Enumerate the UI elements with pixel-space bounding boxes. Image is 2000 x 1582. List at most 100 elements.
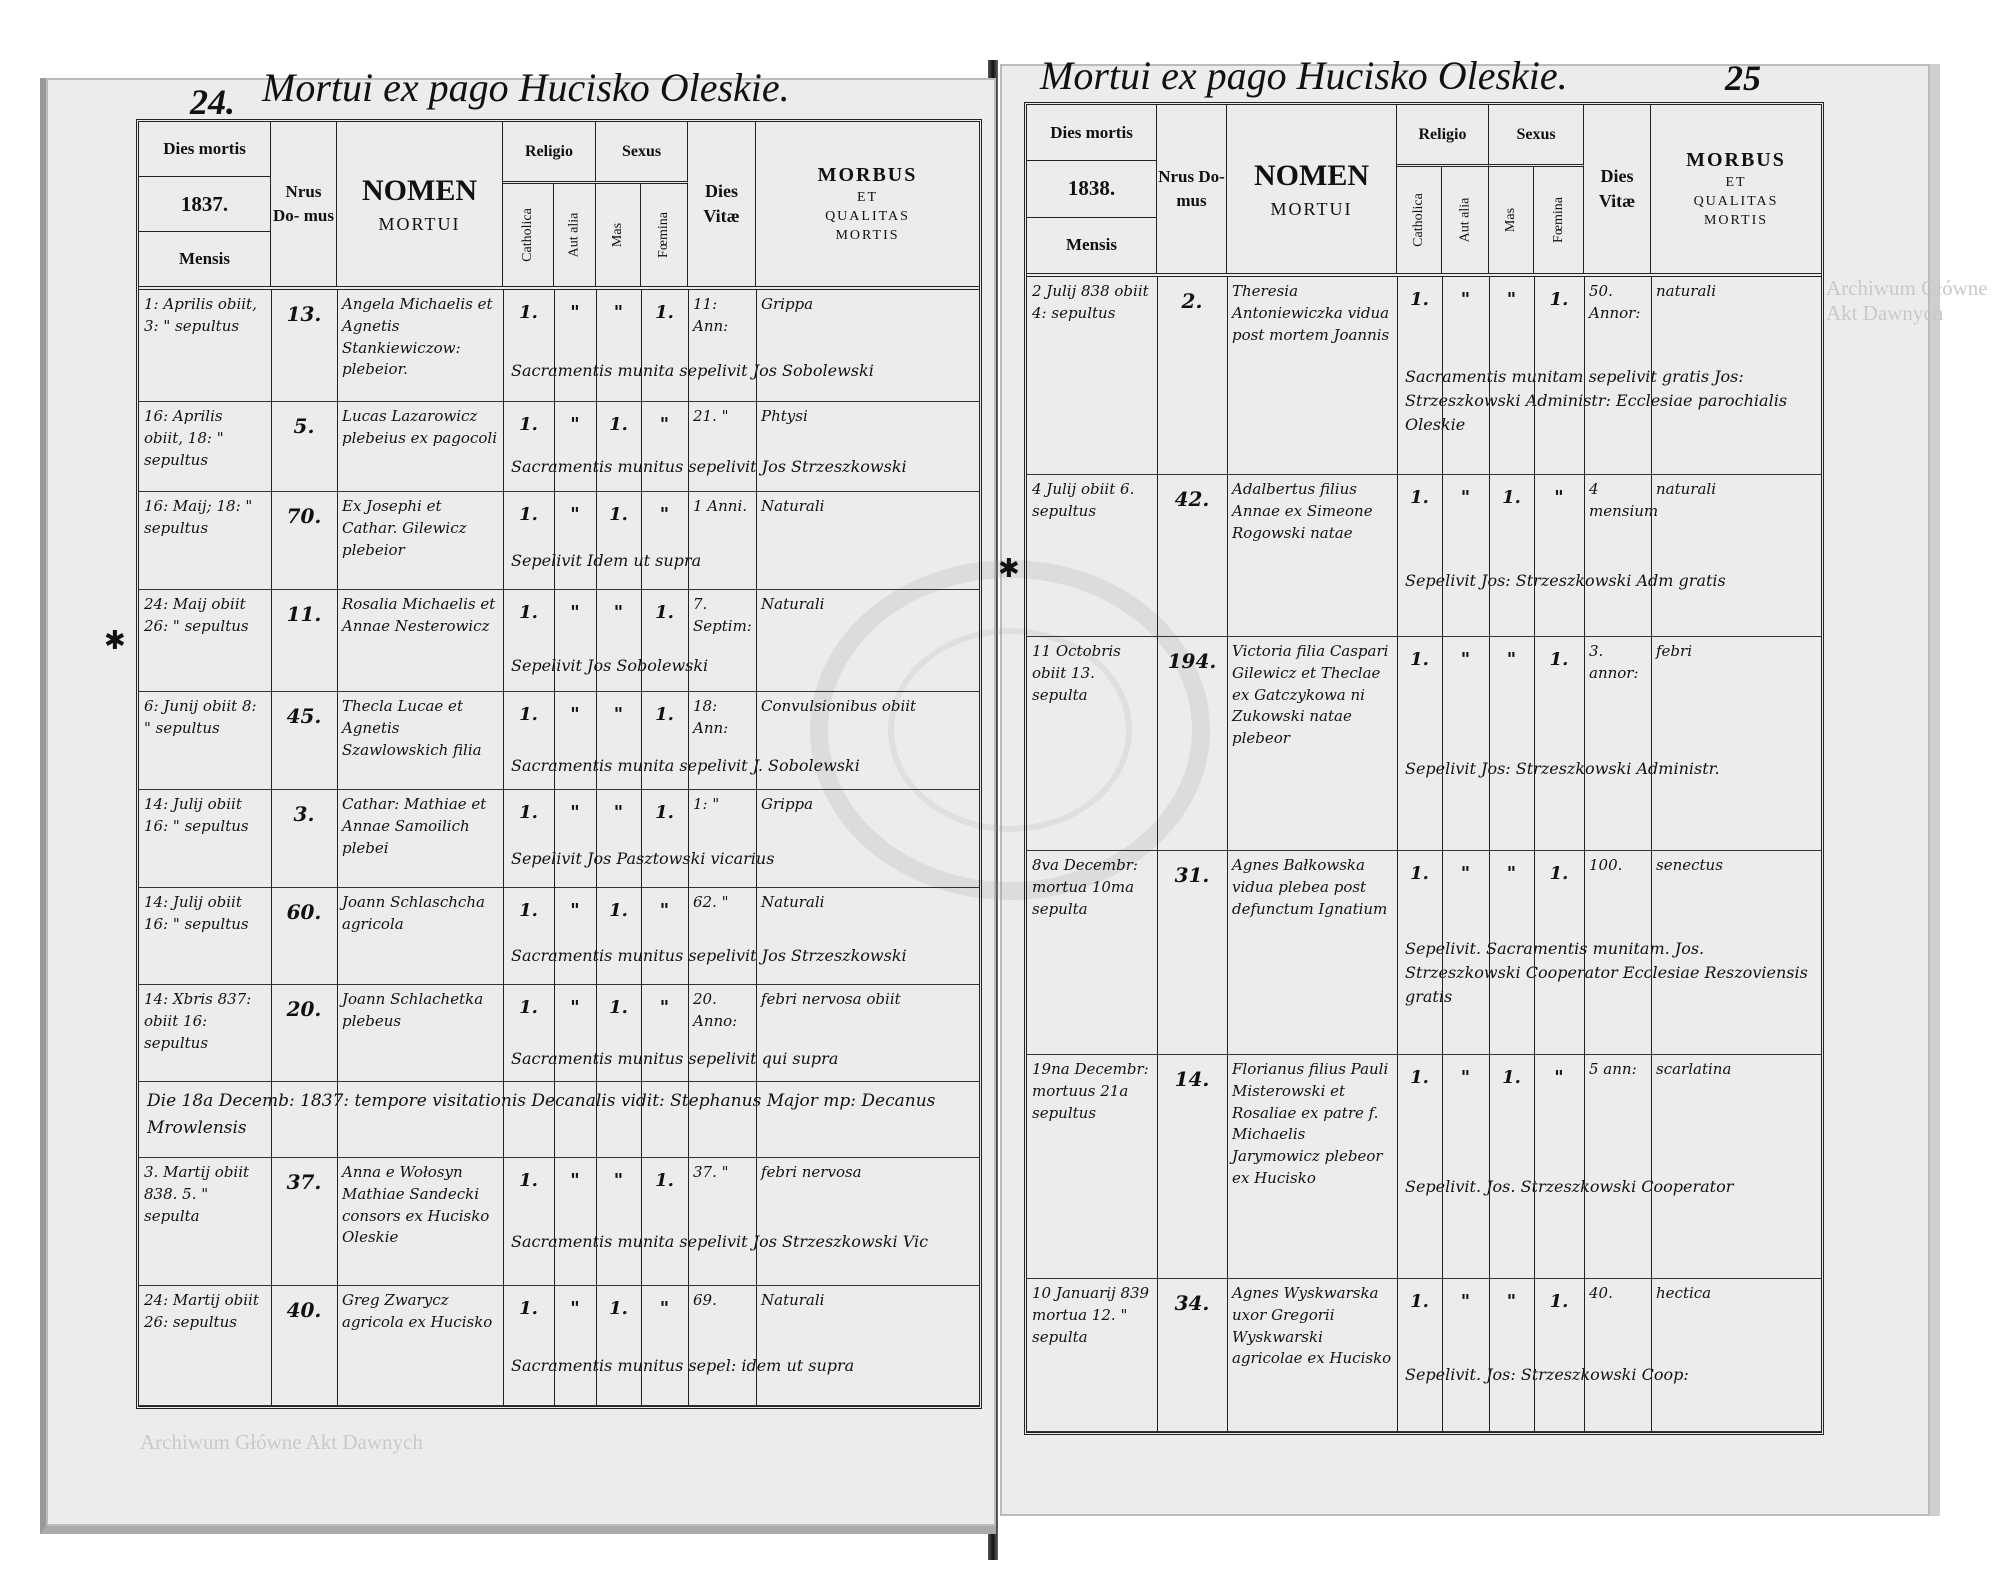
catholica-cell: 1. <box>519 900 538 921</box>
header-foemina: Fœmina <box>641 184 688 286</box>
header-dies-mortis: Dies mortis 1837. Mensis <box>139 122 271 286</box>
register-entry-row: 14: Xbris 837: obiit 16: sepultus 20. Joan… <box>139 985 979 1082</box>
header-dies-mortis: Dies mortis 1838. Mensis <box>1027 105 1157 273</box>
foemina-cell: " <box>659 900 670 921</box>
margin-asterisk: ✱ <box>998 554 1020 584</box>
house-number-cell: 40. <box>286 1298 322 1322</box>
house-number-cell: 2. <box>1181 289 1203 313</box>
watermark-top-right: Archiwum Główne Akt Dawnych <box>1826 276 1988 326</box>
name-cell: Rosalia Michaelis et Annae Nesterowicz <box>342 595 496 635</box>
register-entry-row: 24: Maij obiit 26: " sepultus 11. Rosalia … <box>139 590 979 692</box>
aut-alia-cell: " <box>570 504 580 525</box>
death-date-cell: 11 Octobris obiit 13. sepulta <box>1032 642 1121 704</box>
dies-vitae-cell: 50. Annor: <box>1589 282 1641 322</box>
dies-vitae-cell: 21. " <box>693 407 729 425</box>
death-date-cell: 3. Martij obiit 838. 5. " sepulta <box>144 1163 250 1225</box>
dies-vitae-cell: 20. Anno: <box>693 990 738 1030</box>
header-religio: Religio <box>503 122 596 184</box>
register-entry-row: 16: Aprilis obiit, 18: " sepultus 5. Lucas… <box>139 402 979 492</box>
catholica-cell: 1. <box>1410 487 1429 508</box>
morbus-cell: febri nervosa <box>761 1163 862 1181</box>
dies-vitae-cell: 3. annor: <box>1589 642 1639 682</box>
name-cell: Anna e Wołosyn Mathiae Sandecki consors … <box>342 1163 490 1247</box>
dies-vitae-cell: 7. Septim: <box>693 595 752 635</box>
mas-cell: " <box>613 602 624 623</box>
page-number-right: 25 <box>1725 58 1761 98</box>
mas-cell: " <box>1506 289 1517 310</box>
page-title-right: Mortui ex pago Hucisko Oleskie. <box>1040 53 1568 98</box>
death-date-cell: 24: Martij obiit 26: sepultus <box>144 1291 259 1331</box>
column-rule <box>688 290 689 1406</box>
house-number-cell: 37. <box>286 1170 322 1194</box>
death-date-cell: 8va Decembr: mortua 10ma sepulta <box>1032 856 1138 918</box>
name-cell: Ex Josephi et Cathar. Gilewicz plebeior <box>342 497 467 559</box>
foemina-cell: 1. <box>655 704 674 725</box>
catholica-cell: 1. <box>1410 289 1429 310</box>
dies-vitae-cell: 40. <box>1589 1284 1613 1302</box>
column-rule <box>1397 277 1398 1432</box>
dies-vitae-cell: 69. <box>693 1291 717 1309</box>
name-cell: Thecla Lucae et Agnetis Szawlowskich fil… <box>342 697 482 759</box>
burial-note: Sepelivit Jos: Strzeszkowski Administr. <box>1405 759 1720 779</box>
visitation-note-row: Die 18a Decemb: 1837: tempore visitation… <box>139 1082 979 1158</box>
register-entry-row: 19na Decembr: mortuus 21a sepultus 14. Flo… <box>1027 1055 1821 1279</box>
catholica-cell: 1. <box>1410 1067 1429 1088</box>
aut-alia-cell: " <box>1460 487 1471 508</box>
aut-alia-cell: " <box>570 1298 580 1319</box>
burial-note: Sepelivit Idem ut supra <box>511 550 702 570</box>
morbus-cell: febri <box>1656 642 1692 660</box>
header-foemina: Fœmina <box>1534 167 1584 273</box>
column-rule <box>554 290 555 1406</box>
column-rule <box>1442 277 1443 1432</box>
name-cell: Joann Schlachetka plebeus <box>342 990 484 1030</box>
death-date-cell: 16: Aprilis obiit, 18: " sepultus <box>144 407 224 469</box>
margin-asterisk: ✱ <box>104 626 126 656</box>
foemina-cell: " <box>659 414 670 435</box>
morbus-cell: Naturali <box>761 497 825 515</box>
catholica-cell: 1. <box>519 302 538 323</box>
house-number-cell: 31. <box>1174 863 1210 887</box>
burial-note: Sepelivit Jos Sobolewski <box>511 656 709 676</box>
header-dies-vitae: Dies Vitæ <box>1584 105 1651 273</box>
dies-vitae-cell: 18: Ann: <box>693 697 729 737</box>
catholica-cell: 1. <box>519 414 538 435</box>
morbus-cell: Convulsionibus obiit <box>761 697 917 715</box>
burial-note: Sacramentis munita sepelivit J. Sobolews… <box>511 756 860 776</box>
mas-cell: " <box>613 1170 624 1191</box>
aut-alia-cell: " <box>570 414 580 435</box>
table-header: Dies mortis 1838. Mensis Nrus Do- mus NOME… <box>1027 105 1821 277</box>
column-rule <box>1489 277 1490 1432</box>
foemina-cell: 1. <box>655 1170 674 1191</box>
header-nrus-domus: Nrus Do- mus <box>1157 105 1227 273</box>
name-cell: Victoria filia Caspari Gilewicz et Thecl… <box>1232 642 1389 747</box>
dies-vitae-cell: 62. " <box>693 893 729 911</box>
foemina-cell: 1. <box>1549 289 1569 310</box>
death-date-cell: 6: Junij obiit 8: " sepultus <box>144 697 257 737</box>
house-number-cell: 5. <box>293 414 315 438</box>
register-entry-row: 11 Octobris obiit 13. sepulta 194. Victori… <box>1027 637 1821 851</box>
page-number-left: 24. <box>190 82 235 122</box>
aut-alia-cell: " <box>570 1170 580 1191</box>
morbus-cell: Phtysi <box>761 407 808 425</box>
death-date-cell: 24: Maij obiit 26: " sepultus <box>144 595 249 635</box>
aut-alia-cell: " <box>1460 649 1471 670</box>
header-sexus: Sexus <box>1489 105 1584 167</box>
house-number-cell: 194. <box>1167 649 1217 673</box>
foemina-cell: " <box>1554 1067 1564 1088</box>
aut-alia-cell: " <box>570 802 580 823</box>
header-nomen-mortui: NOMEN MORTUI <box>1227 105 1397 273</box>
death-date-cell: 14: Xbris 837: obiit 16: sepultus <box>144 990 252 1052</box>
mas-cell: 1. <box>609 414 628 435</box>
catholica-cell: 1. <box>519 704 538 725</box>
register-table-right: Dies mortis 1838. Mensis Nrus Do- mus NOME… <box>1024 102 1824 1435</box>
burial-note: Sepelivit. Sacramentis munitam. Jos. Str… <box>1405 938 1808 1006</box>
death-date-cell: 2 Julij 838 obiit 4: sepultus <box>1032 282 1149 322</box>
register-entry-row: 2 Julij 838 obiit 4: sepultus 2. Theresia … <box>1027 277 1821 475</box>
foemina-cell: 1. <box>1549 649 1569 670</box>
catholica-cell: 1. <box>519 1298 538 1319</box>
catholica-cell: 1. <box>1410 1291 1429 1312</box>
aut-alia-cell: " <box>570 997 580 1018</box>
name-cell: Florianus filius Pauli Misterowski et Ro… <box>1232 1060 1389 1187</box>
catholica-cell: 1. <box>519 1170 538 1191</box>
table-body: 2 Julij 838 obiit 4: sepultus 2. Theresia … <box>1027 277 1821 1432</box>
